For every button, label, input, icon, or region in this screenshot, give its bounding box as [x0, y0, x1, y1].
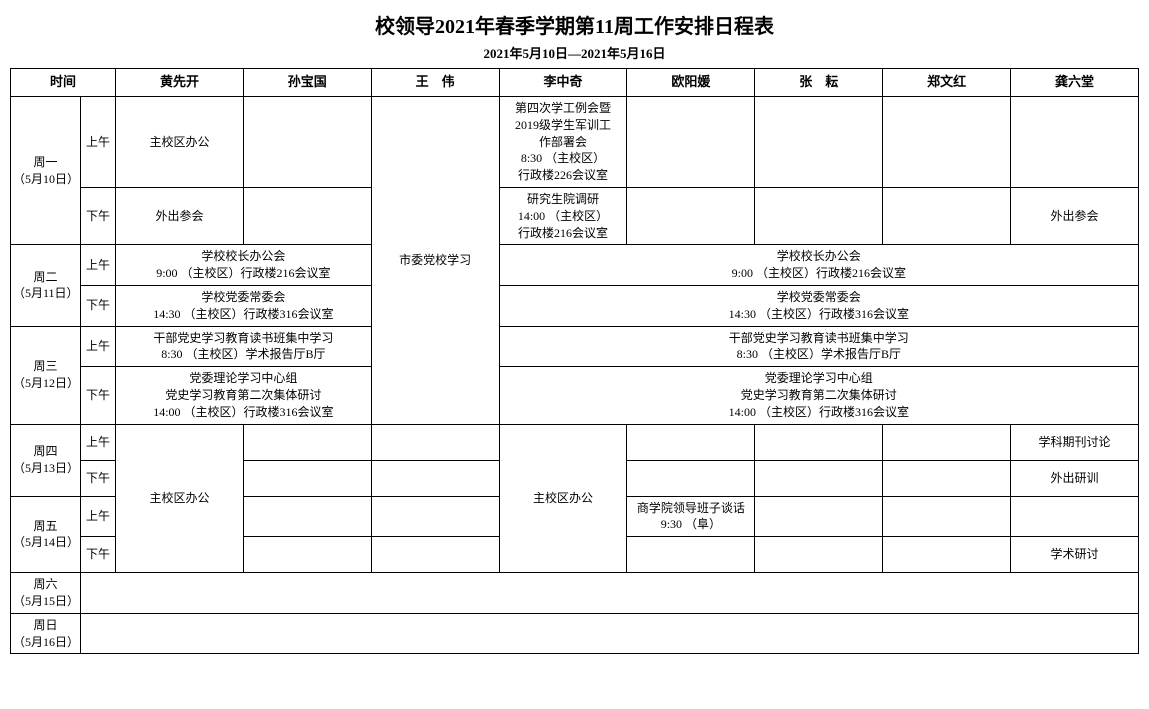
cell	[755, 424, 883, 460]
table-row: 周一 （5月10日） 上午 主校区办公 市委党校学习 第四次学工例会暨 2019…	[11, 97, 1139, 188]
cell	[371, 496, 499, 537]
cell	[883, 496, 1011, 537]
ampm-cell: 上午	[81, 424, 116, 460]
table-row: 下午 外出参会 研究生院调研 14:00 （主校区） 行政楼216会议室 外出参…	[11, 187, 1139, 244]
cell	[81, 573, 1139, 614]
ampm-cell: 上午	[81, 326, 116, 367]
day-sun: 周日 （5月16日）	[11, 613, 81, 654]
cell	[755, 460, 883, 496]
cell: 外出参会	[1011, 187, 1139, 244]
cell	[883, 460, 1011, 496]
table-row: 周三 （5月12日） 上午 干部党史学习教育读书班集中学习 8:30 （主校区）…	[11, 326, 1139, 367]
cell: 学科期刊讨论	[1011, 424, 1139, 460]
cell	[243, 424, 371, 460]
ampm-cell: 上午	[81, 496, 116, 537]
header-p5: 欧阳媛	[627, 69, 755, 97]
table-row: 周二 （5月11日） 上午 学校校长办公会 9:00 （主校区）行政楼216会议…	[11, 245, 1139, 286]
cell	[755, 187, 883, 244]
table-row: 周四 （5月13日） 上午 主校区办公 主校区办公 学科期刊讨论	[11, 424, 1139, 460]
table-row: 周六 （5月15日）	[11, 573, 1139, 614]
cell	[627, 424, 755, 460]
cell: 学术研讨	[1011, 537, 1139, 573]
page-title: 校领导2021年春季学期第11周工作安排日程表	[10, 10, 1139, 39]
cell: 学校党委常委会 14:30 （主校区）行政楼316会议室	[499, 285, 1138, 326]
day-thu: 周四 （5月13日）	[11, 424, 81, 496]
cell	[243, 537, 371, 573]
ampm-cell: 下午	[81, 460, 116, 496]
header-p6: 张 耘	[755, 69, 883, 97]
ampm-cell: 下午	[81, 537, 116, 573]
cell: 干部党史学习教育读书班集中学习 8:30 （主校区）学术报告厅B厅	[499, 326, 1138, 367]
cell: 学校校长办公会 9:00 （主校区）行政楼216会议室	[499, 245, 1138, 286]
cell	[883, 97, 1011, 188]
cell	[627, 187, 755, 244]
day-tue: 周二 （5月11日）	[11, 245, 81, 326]
cell-p3-span: 市委党校学习	[371, 97, 499, 425]
cell	[371, 424, 499, 460]
cell	[883, 537, 1011, 573]
table-row: 周日 （5月16日）	[11, 613, 1139, 654]
header-p3: 王 伟	[371, 69, 499, 97]
cell	[627, 537, 755, 573]
cell	[371, 537, 499, 573]
schedule-table: 时间 黄先开 孙宝国 王 伟 李中奇 欧阳媛 张 耘 郑文红 龚六堂 周一 （5…	[10, 68, 1139, 654]
cell: 主校区办公	[116, 97, 244, 188]
cell	[627, 460, 755, 496]
cell	[243, 187, 371, 244]
cell	[81, 613, 1139, 654]
day-fri: 周五 （5月14日）	[11, 496, 81, 573]
cell	[243, 496, 371, 537]
cell	[627, 97, 755, 188]
header-p8: 龚六堂	[1011, 69, 1139, 97]
cell	[1011, 496, 1139, 537]
cell: 第四次学工例会暨 2019级学生军训工 作部署会 8:30 （主校区） 行政楼2…	[499, 97, 627, 188]
cell	[755, 496, 883, 537]
cell	[243, 460, 371, 496]
cell	[755, 97, 883, 188]
ampm-cell: 下午	[81, 285, 116, 326]
day-sat: 周六 （5月15日）	[11, 573, 81, 614]
header-p2: 孙宝国	[243, 69, 371, 97]
cell	[1011, 97, 1139, 188]
cell	[883, 187, 1011, 244]
cell: 干部党史学习教育读书班集中学习 8:30 （主校区）学术报告厅B厅	[116, 326, 372, 367]
cell	[755, 537, 883, 573]
header-time: 时间	[11, 69, 116, 97]
cell	[371, 460, 499, 496]
cell: 外出研训	[1011, 460, 1139, 496]
ampm-cell: 下午	[81, 187, 116, 244]
page-subtitle: 2021年5月10日—2021年5月16日	[10, 43, 1139, 62]
cell: 外出参会	[116, 187, 244, 244]
cell: 党委理论学习中心组 党史学习教育第二次集体研讨 14:00 （主校区）行政楼31…	[116, 367, 372, 424]
ampm-cell: 下午	[81, 367, 116, 424]
ampm-cell: 上午	[81, 245, 116, 286]
table-row: 下午 党委理论学习中心组 党史学习教育第二次集体研讨 14:00 （主校区）行政…	[11, 367, 1139, 424]
cell: 学校党委常委会 14:30 （主校区）行政楼316会议室	[116, 285, 372, 326]
cell: 研究生院调研 14:00 （主校区） 行政楼216会议室	[499, 187, 627, 244]
cell	[243, 97, 371, 188]
cell: 主校区办公	[499, 424, 627, 573]
day-wed: 周三 （5月12日）	[11, 326, 81, 424]
cell: 党委理论学习中心组 党史学习教育第二次集体研讨 14:00 （主校区）行政楼31…	[499, 367, 1138, 424]
header-p1: 黄先开	[116, 69, 244, 97]
header-p4: 李中奇	[499, 69, 627, 97]
header-row: 时间 黄先开 孙宝国 王 伟 李中奇 欧阳媛 张 耘 郑文红 龚六堂	[11, 69, 1139, 97]
day-mon: 周一 （5月10日）	[11, 97, 81, 245]
header-p7: 郑文红	[883, 69, 1011, 97]
table-row: 下午 学校党委常委会 14:30 （主校区）行政楼316会议室 学校党委常委会 …	[11, 285, 1139, 326]
cell: 商学院领导班子谈话 9:30 （阜）	[627, 496, 755, 537]
cell: 主校区办公	[116, 424, 244, 573]
ampm-cell: 上午	[81, 97, 116, 188]
cell: 学校校长办公会 9:00 （主校区）行政楼216会议室	[116, 245, 372, 286]
cell	[883, 424, 1011, 460]
